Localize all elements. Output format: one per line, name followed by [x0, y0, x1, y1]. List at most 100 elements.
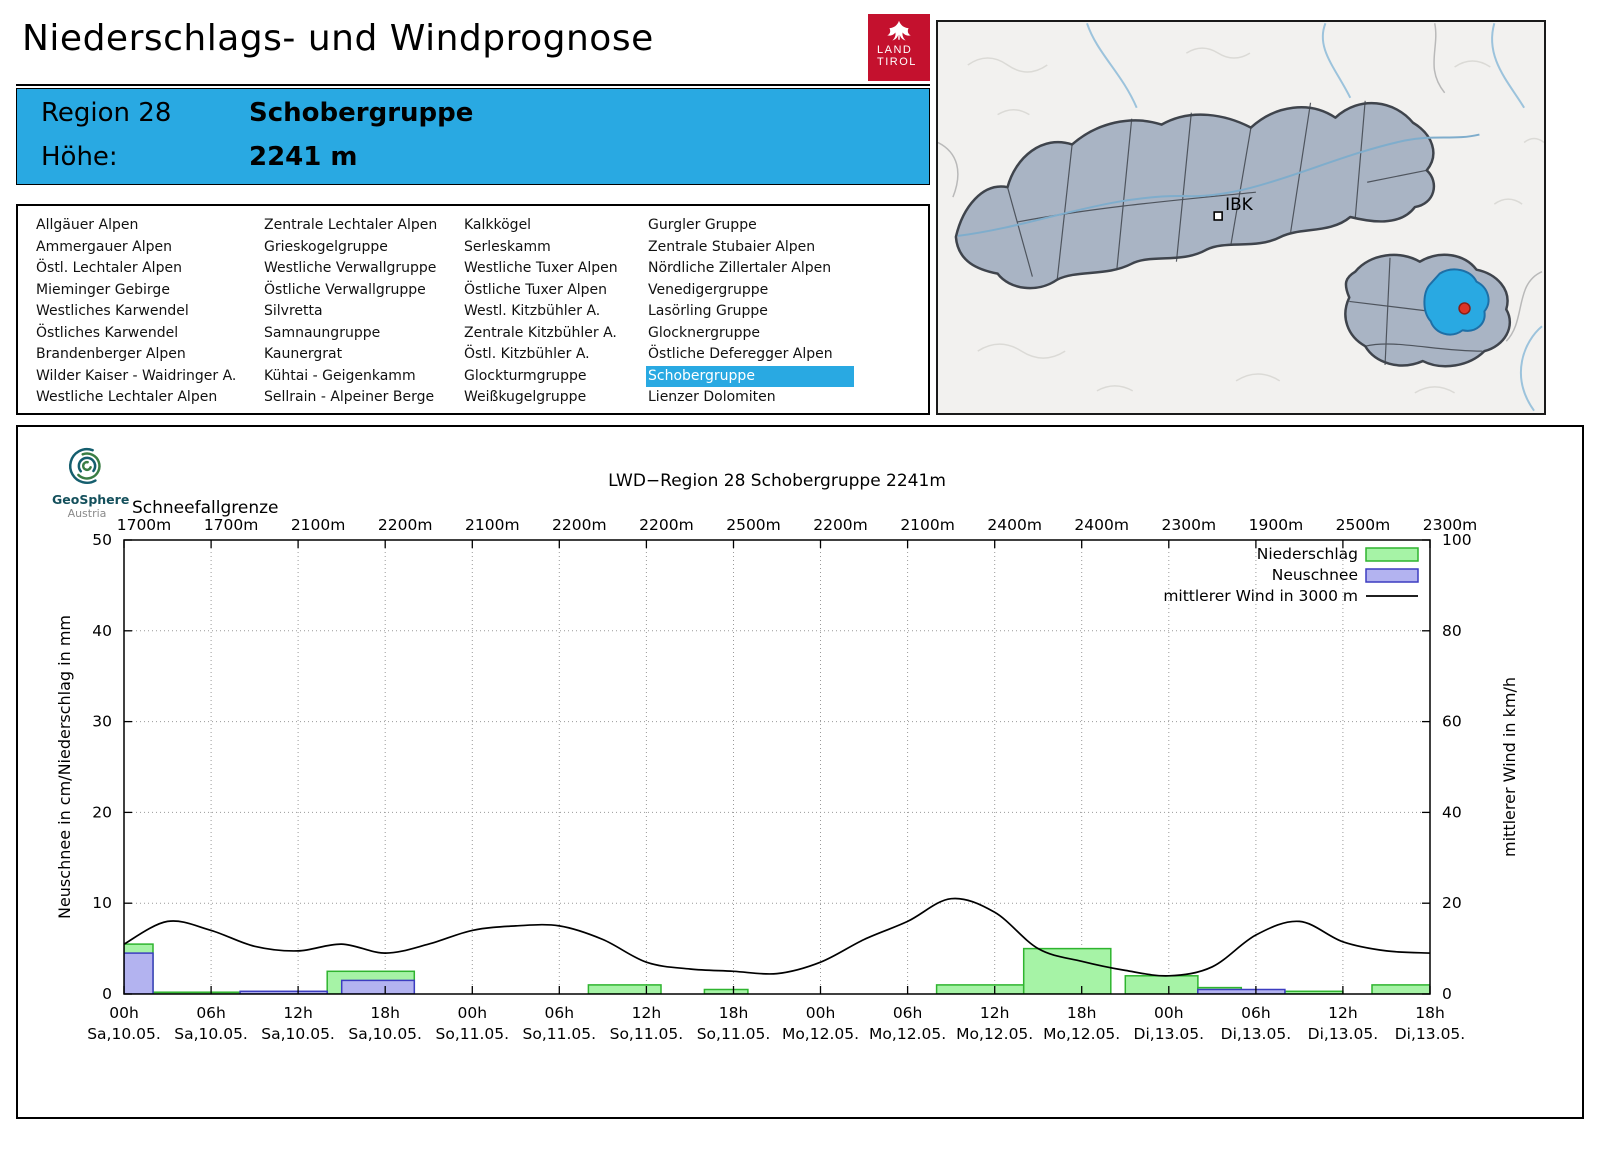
svg-text:18h: 18h: [370, 1004, 400, 1022]
region-list-item[interactable]: Westliches Karwendel: [36, 303, 189, 319]
neuschnee-bars: [124, 952, 1286, 994]
rivers: [1086, 22, 1543, 412]
neuschnee-bar: [124, 952, 154, 994]
region-list-item[interactable]: Kühtai - Geigenkamm: [264, 367, 416, 384]
svg-text:00h: 00h: [806, 1004, 836, 1022]
geosphere-logo: GeoSphere Austria: [52, 443, 130, 520]
geosphere-logo-name: GeoSphere: [52, 492, 130, 507]
chart-svg: LWD−Region 28 Schobergruppe 2241m Schneef…: [55, 471, 1519, 1043]
region-list-item[interactable]: Östliche Tuxer Alpen: [464, 281, 608, 298]
svg-text:2400m: 2400m: [987, 516, 1042, 534]
region-list-column-3: Kalkkögel Serleskamm Westliche Tuxer Alpen…: [462, 215, 642, 409]
region-list-item[interactable]: Samnaungruppe: [264, 324, 381, 341]
land-tirol-logo-line2: TIROL: [877, 56, 917, 68]
region-list-item[interactable]: Glocknergruppe: [648, 324, 761, 341]
outer-borders: [938, 23, 1543, 342]
region-list-item[interactable]: Westliche Tuxer Alpen: [464, 260, 618, 276]
neuschnee-bar: [340, 979, 416, 994]
svg-text:2100m: 2100m: [465, 516, 520, 534]
region-list-item-selected[interactable]: Schobergruppe: [646, 365, 854, 387]
svg-text:2200m: 2200m: [639, 516, 694, 534]
svg-text:1900m: 1900m: [1249, 516, 1304, 534]
svg-text:06h: 06h: [545, 1004, 575, 1022]
svg-text:2200m: 2200m: [813, 516, 868, 534]
region-list-item[interactable]: Gurgler Gruppe: [648, 217, 757, 233]
region-list-item[interactable]: Venedigergruppe: [648, 281, 769, 298]
svg-text:2400m: 2400m: [1074, 516, 1129, 534]
svg-text:Mo,12.05.: Mo,12.05.: [956, 1025, 1033, 1043]
svg-text:Di,13.05.: Di,13.05.: [1308, 1025, 1378, 1043]
region-list-item[interactable]: Östliche Verwallgruppe: [264, 281, 426, 298]
region-label: Region 28: [41, 98, 172, 128]
region-list-item[interactable]: Zentrale Kitzbühler A.: [464, 324, 617, 341]
region-list-item[interactable]: Glockturmgruppe: [464, 367, 587, 384]
svg-text:2100m: 2100m: [900, 516, 955, 534]
region-list-item[interactable]: Westl. Kitzbühler A.: [464, 303, 601, 319]
geosphere-logo-country: Austria: [67, 507, 107, 520]
svg-text:30: 30: [92, 713, 112, 731]
svg-text:So,11.05.: So,11.05.: [610, 1025, 684, 1043]
region-list-item[interactable]: Serleskamm: [464, 238, 551, 255]
title-divider: [16, 84, 930, 86]
chart-title: LWD−Region 28 Schobergruppe 2241m: [608, 471, 946, 491]
region-list-item[interactable]: Zentrale Lechtaler Alpen: [264, 217, 438, 233]
y-axis-left-title: Neuschnee in cm/Niederschlag in mm: [55, 615, 74, 919]
svg-text:Sa,10.05.: Sa,10.05.: [348, 1025, 422, 1043]
region-list-item[interactable]: Zentrale Stubaier Alpen: [648, 238, 816, 255]
region-list-item[interactable]: Silvretta: [264, 303, 323, 319]
niederschlag-bar: [1022, 947, 1112, 994]
svg-text:18h: 18h: [719, 1004, 749, 1022]
svg-text:00h: 00h: [109, 1004, 139, 1022]
tirol-map[interactable]: IBK: [936, 20, 1546, 415]
legend-label: mittlerer Wind in 3000 m: [1163, 587, 1358, 605]
y-axis-right-title: mittlerer Wind in km/h: [1500, 677, 1519, 857]
region-list-item[interactable]: Weißkugelgruppe: [464, 389, 587, 405]
tirol-map-svg: IBK: [938, 22, 1544, 412]
niederschlag-bar: [587, 984, 662, 994]
region-name: Schobergruppe: [249, 98, 474, 128]
region-list-item[interactable]: Lasörling Gruppe: [648, 303, 768, 319]
svg-text:2300m: 2300m: [1423, 516, 1478, 534]
plot-border: [123, 539, 1431, 995]
altitude-label: Höhe:: [41, 142, 118, 172]
region-list-column-4: Gurgler Gruppe Zentrale Stubaier Alpen Nör…: [646, 215, 854, 409]
region-list-item[interactable]: Östliche Deferegger Alpen: [648, 346, 833, 362]
svg-text:80: 80: [1442, 622, 1462, 640]
wind-line: [124, 897, 1430, 977]
region-list-item[interactable]: Sellrain - Alpeiner Berge: [264, 389, 435, 405]
svg-text:0: 0: [102, 985, 112, 1003]
svg-text:Di,13.05.: Di,13.05.: [1395, 1025, 1465, 1043]
geosphere-spiral-icon: [68, 447, 106, 485]
land-tirol-logo-line1: LAND: [877, 44, 913, 56]
region-list-item[interactable]: Mieminger Gebirge: [36, 281, 170, 298]
region-list-item[interactable]: Östl. Kitzbühler A.: [464, 346, 590, 362]
region-list-item[interactable]: Grieskogelgruppe: [264, 238, 388, 255]
svg-text:So,11.05.: So,11.05.: [436, 1025, 510, 1043]
svg-text:Sa,10.05.: Sa,10.05.: [174, 1025, 248, 1043]
svg-text:0: 0: [1442, 985, 1452, 1003]
region-list-item[interactable]: Nördliche Zillertaler Alpen: [648, 260, 832, 276]
region-list-item[interactable]: Brandenberger Alpen: [36, 346, 186, 362]
niederschlag-bar: [935, 984, 1025, 994]
region-list-column-1: Allgäuer Alpen Ammergauer Alpen Östl. Lech…: [34, 215, 258, 409]
svg-text:06h: 06h: [893, 1004, 923, 1022]
svg-text:100: 100: [1442, 531, 1472, 549]
region-list-item[interactable]: Lienzer Dolomiten: [648, 389, 776, 405]
svg-text:1700m: 1700m: [204, 516, 259, 534]
region-list-item[interactable]: Östliches Karwendel: [36, 324, 179, 341]
region-list-item[interactable]: Östl. Lechtaler Alpen: [36, 260, 182, 276]
legend-swatch: [1365, 547, 1419, 562]
region-list-item[interactable]: Wilder Kaiser - Waidringer A.: [36, 367, 237, 384]
map-region-schobergruppe-highlight[interactable]: [1423, 268, 1490, 336]
region-list-item[interactable]: Westliche Verwallgruppe: [264, 260, 437, 276]
region-list-item[interactable]: Ammergauer Alpen: [36, 238, 172, 255]
region-list-item[interactable]: Kaunergrat: [264, 346, 343, 362]
region-list-item[interactable]: Allgäuer Alpen: [36, 217, 139, 233]
svg-text:40: 40: [1442, 803, 1462, 821]
svg-text:06h: 06h: [1241, 1004, 1271, 1022]
neuschnee-bar: [1197, 988, 1286, 994]
altitude-value: 2241 m: [249, 142, 358, 172]
legend-label: Neuschnee: [1272, 566, 1358, 584]
region-list-item[interactable]: Kalkkögel: [464, 217, 532, 233]
region-list-item[interactable]: Westliche Lechtaler Alpen: [36, 389, 218, 405]
